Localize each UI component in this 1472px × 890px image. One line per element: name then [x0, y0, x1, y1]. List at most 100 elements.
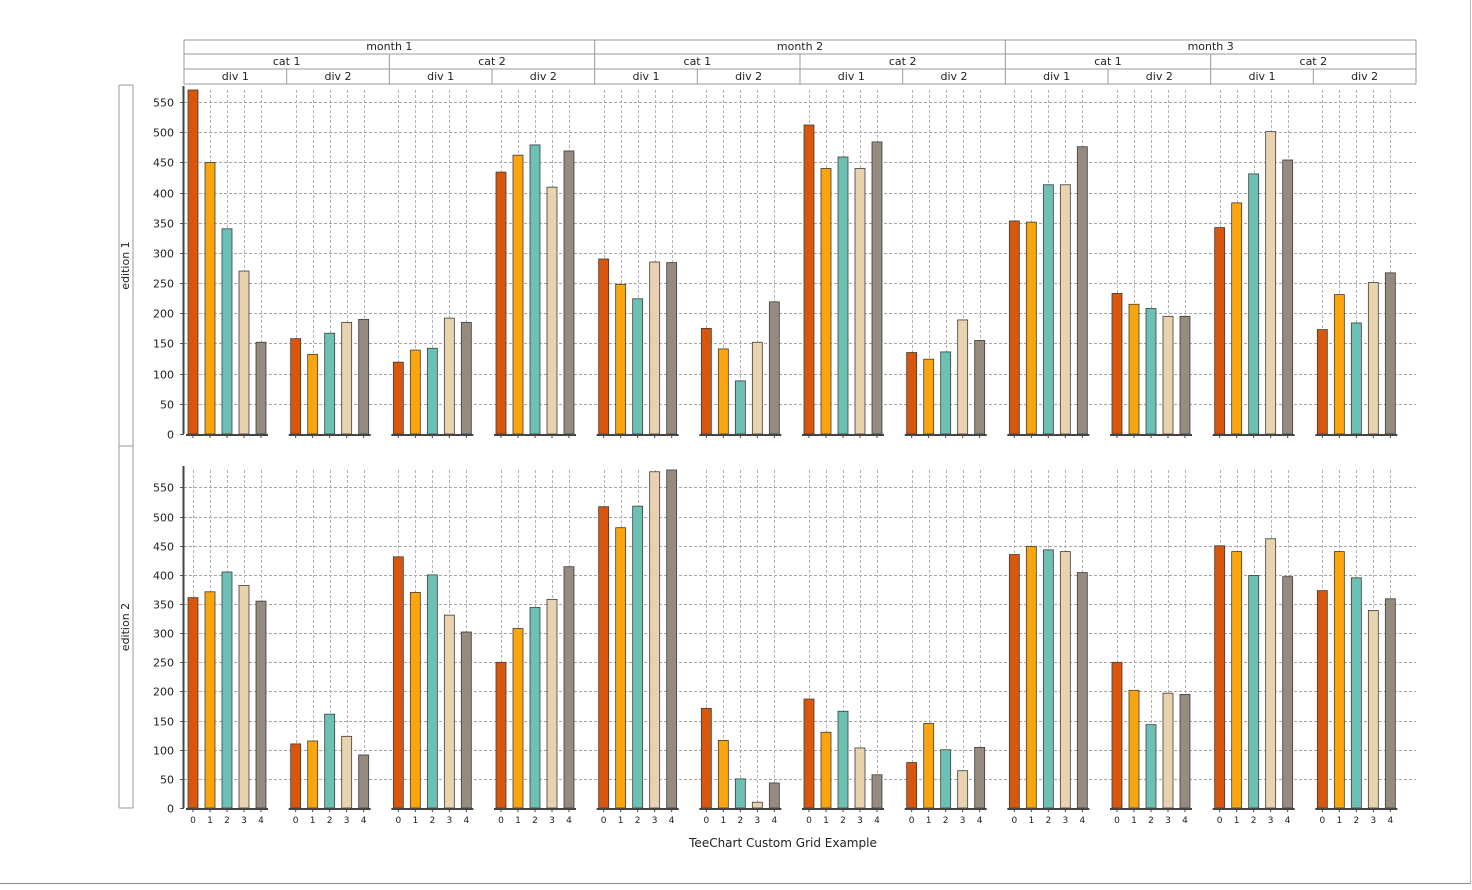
x-tick-label: 0: [190, 816, 196, 826]
edition-label: edition 1: [119, 241, 132, 289]
y-tick-label: 50: [160, 399, 174, 412]
bar: [546, 186, 558, 435]
x-tick-label: 1: [515, 816, 521, 826]
x-tick-label: 2: [1353, 816, 1359, 826]
bar: [1145, 724, 1157, 809]
bar: [1128, 689, 1140, 809]
x-tick-label: 3: [241, 816, 247, 826]
y-tick-label: 550: [153, 97, 174, 110]
bar: [409, 349, 421, 435]
bar: [632, 298, 644, 435]
x-tick-label: 2: [1045, 816, 1051, 826]
header-div-label: div 2: [735, 70, 762, 83]
header-div-label: div 1: [632, 70, 659, 83]
header-div-label: div 2: [940, 70, 967, 83]
bar: [1350, 322, 1362, 435]
y-tick-label: 350: [153, 218, 174, 231]
bar: [803, 124, 815, 435]
x-tick-label: 2: [327, 816, 333, 826]
header-div-label: div 2: [1146, 70, 1173, 83]
bar: [1316, 590, 1328, 809]
x-tick-label: 0: [1114, 816, 1120, 826]
x-tick-label: 0: [1217, 816, 1223, 826]
bar: [1384, 598, 1396, 809]
x-tick-label: 4: [361, 816, 367, 826]
bar: [854, 747, 866, 809]
bar: [1316, 329, 1328, 435]
x-tick-label: 3: [652, 816, 658, 826]
x-tick-label: 4: [669, 816, 675, 826]
bar: [871, 774, 883, 809]
x-tick-label: 4: [874, 816, 880, 826]
header-cat-label: cat 2: [1300, 55, 1328, 68]
bar: [1111, 292, 1123, 435]
bar: [1025, 221, 1037, 435]
bar: [324, 332, 336, 435]
bar: [512, 154, 524, 435]
x-tick-label: 1: [1028, 816, 1034, 826]
x-tick-label: 0: [498, 816, 504, 826]
bar: [871, 141, 883, 435]
x-tick-label: 1: [1336, 816, 1342, 826]
bar: [392, 556, 404, 809]
bar: [307, 740, 319, 809]
x-tick-label: 2: [840, 816, 846, 826]
bar: [751, 801, 763, 809]
bar: [666, 262, 678, 435]
header-month-label: month 2: [777, 40, 823, 53]
y-tick-label: 450: [153, 157, 174, 170]
bar: [1265, 131, 1277, 435]
y-tick-label: 400: [153, 188, 174, 201]
bar: [1248, 173, 1260, 435]
header-month-label: month 1: [366, 40, 412, 53]
y-tick-label: 200: [153, 308, 174, 321]
bar: [238, 584, 250, 809]
x-tick-label: 3: [446, 816, 452, 826]
chart-title: TeeChart Custom Grid Example: [688, 836, 877, 850]
bar: [1333, 294, 1345, 435]
bar: [221, 228, 233, 435]
x-tick-label: 0: [703, 816, 709, 826]
x-tick-label: 1: [1131, 816, 1137, 826]
bar: [820, 168, 832, 435]
bar: [546, 598, 558, 809]
bar: [598, 258, 610, 435]
bar: [666, 469, 678, 809]
x-tick-label: 1: [926, 816, 932, 826]
bar: [906, 352, 918, 435]
y-tick-label: 350: [153, 599, 174, 612]
x-tick-label: 0: [601, 816, 607, 826]
x-tick-label: 2: [737, 816, 743, 826]
bar: [700, 327, 712, 435]
bar: [443, 614, 455, 809]
bar: [204, 591, 216, 809]
header-div-label: div 1: [427, 70, 454, 83]
y-tick-label: 100: [153, 369, 174, 382]
bar: [1248, 575, 1260, 809]
bar: [615, 283, 627, 435]
bar: [1128, 303, 1140, 435]
bar: [940, 351, 952, 435]
bar: [1231, 551, 1243, 809]
x-tick-label: 4: [258, 816, 264, 826]
y-tick-label: 300: [153, 628, 174, 641]
bar: [837, 710, 849, 809]
header-cat-label: cat 2: [478, 55, 506, 68]
bar: [906, 762, 918, 809]
bar: [751, 341, 763, 435]
y-tick-label: 550: [153, 482, 174, 495]
y-tick-label: 500: [153, 512, 174, 525]
header-div-label: div 1: [222, 70, 249, 83]
bar: [255, 600, 267, 809]
bar: [529, 144, 541, 435]
x-tick-label: 2: [635, 816, 641, 826]
x-tick-label: 0: [293, 816, 299, 826]
bar: [409, 591, 421, 809]
bar: [204, 162, 216, 435]
bar: [632, 505, 644, 809]
bar: [923, 358, 935, 435]
bar: [460, 321, 472, 435]
bar: [1076, 146, 1088, 435]
x-tick-label: 2: [943, 816, 949, 826]
